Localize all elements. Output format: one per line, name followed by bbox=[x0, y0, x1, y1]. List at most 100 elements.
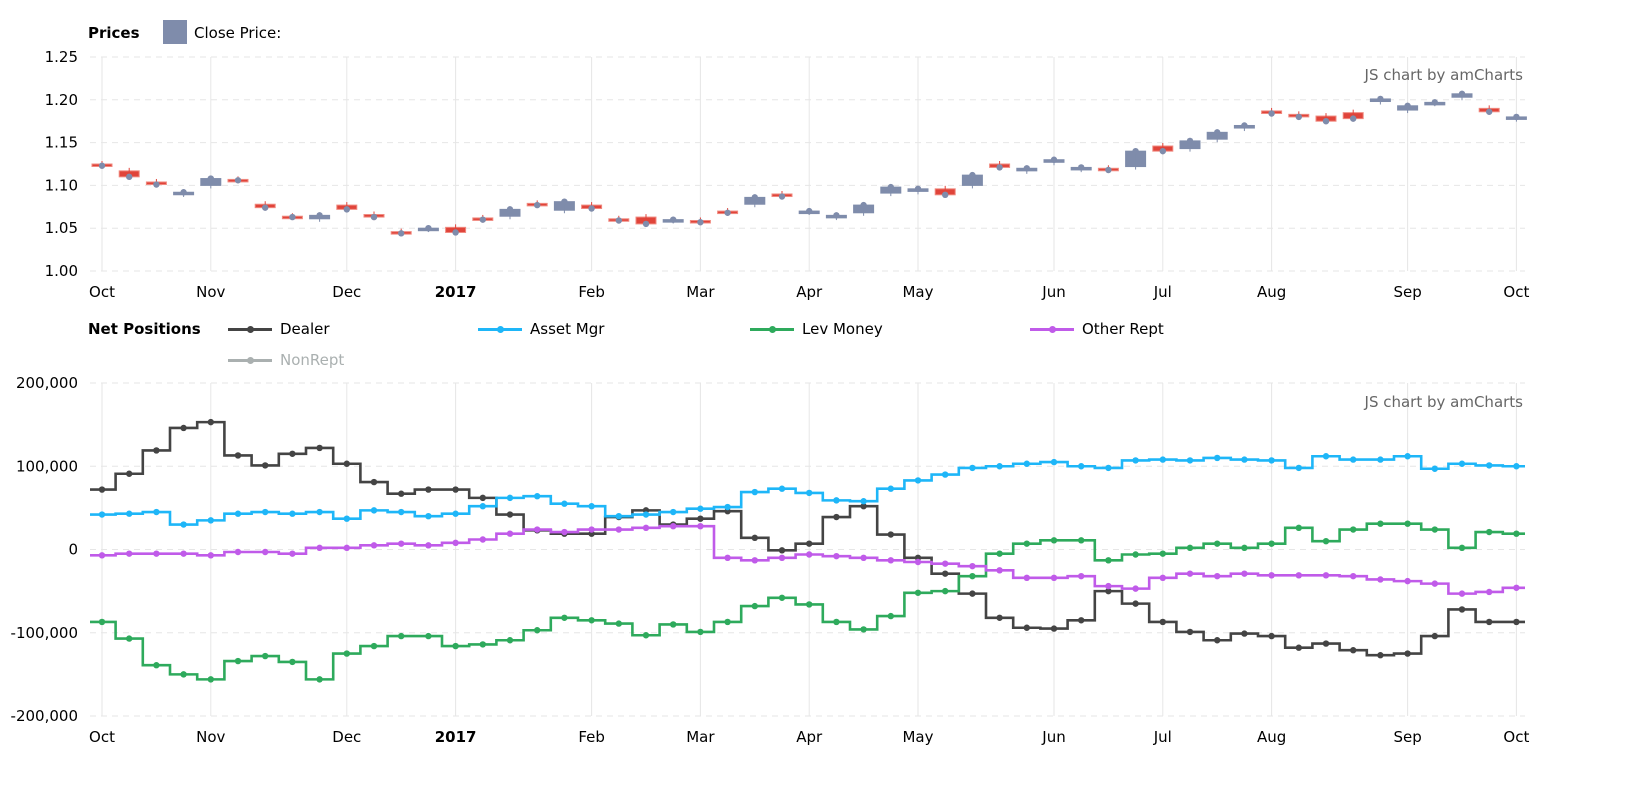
close-price-bullet[interactable] bbox=[1214, 129, 1221, 136]
series-point[interactable] bbox=[262, 652, 269, 660]
series-point[interactable] bbox=[778, 547, 786, 554]
series-point[interactable] bbox=[1513, 530, 1520, 537]
series-point[interactable] bbox=[126, 550, 133, 557]
close-price-legend-swatch[interactable] bbox=[163, 20, 187, 44]
series-point[interactable] bbox=[479, 503, 486, 510]
series-point[interactable] bbox=[887, 612, 894, 620]
series-point[interactable] bbox=[534, 526, 541, 533]
series-point[interactable] bbox=[506, 494, 514, 502]
series-point[interactable] bbox=[234, 452, 242, 459]
series-point[interactable] bbox=[1023, 540, 1030, 547]
series-point[interactable] bbox=[914, 589, 922, 596]
legend-label[interactable]: Dealer bbox=[280, 320, 330, 338]
close-price-legend-label[interactable]: Close Price: bbox=[194, 24, 282, 42]
series-point[interactable] bbox=[778, 594, 786, 601]
close-price-bullet[interactable] bbox=[180, 189, 187, 196]
close-price-bullet[interactable] bbox=[153, 181, 160, 188]
series-point[interactable] bbox=[153, 550, 160, 557]
series-point[interactable] bbox=[697, 522, 704, 530]
close-price-bullet[interactable] bbox=[1404, 102, 1411, 109]
series-point[interactable] bbox=[370, 478, 378, 486]
close-price-bullet[interactable] bbox=[506, 206, 514, 213]
series-point[interactable] bbox=[1458, 590, 1466, 597]
series-point[interactable] bbox=[642, 632, 650, 639]
series-point[interactable] bbox=[1377, 520, 1384, 527]
series-point[interactable] bbox=[969, 464, 976, 472]
series-point[interactable] bbox=[153, 447, 160, 454]
close-price-bullet[interactable] bbox=[561, 198, 568, 205]
series-point[interactable] bbox=[1214, 540, 1221, 547]
series-point[interactable] bbox=[1431, 632, 1439, 640]
series-point[interactable] bbox=[615, 620, 622, 627]
series-point[interactable] bbox=[425, 513, 432, 520]
series-point[interactable] bbox=[262, 548, 269, 556]
close-price-bullet[interactable] bbox=[398, 230, 405, 237]
series-point[interactable] bbox=[942, 471, 949, 478]
series-point[interactable] bbox=[1105, 587, 1112, 595]
series-point[interactable] bbox=[1404, 453, 1411, 460]
series-point[interactable] bbox=[1050, 537, 1058, 544]
series-point[interactable] bbox=[588, 617, 595, 624]
close-price-bullet[interactable] bbox=[1486, 108, 1493, 115]
close-price-bullet[interactable] bbox=[1050, 156, 1058, 163]
series-point[interactable] bbox=[1268, 540, 1275, 547]
amcharts-watermark-bottom[interactable]: JS chart by amCharts bbox=[1364, 393, 1523, 411]
series-point[interactable] bbox=[1486, 528, 1493, 536]
series-point[interactable] bbox=[1350, 456, 1357, 463]
legend-label[interactable]: Other Rept bbox=[1082, 320, 1164, 338]
close-price-bullet[interactable] bbox=[942, 191, 949, 199]
series-point[interactable] bbox=[207, 418, 214, 426]
series-point[interactable] bbox=[1295, 464, 1303, 472]
series-point[interactable] bbox=[1078, 463, 1085, 470]
series-point[interactable] bbox=[778, 554, 786, 562]
series-point[interactable] bbox=[1295, 572, 1303, 579]
close-price-bullet[interactable] bbox=[98, 162, 106, 169]
series-point[interactable] bbox=[316, 544, 323, 552]
series-point[interactable] bbox=[1458, 544, 1466, 552]
series-point[interactable] bbox=[98, 552, 106, 559]
series-point[interactable] bbox=[1105, 464, 1112, 472]
series-point[interactable] bbox=[1377, 456, 1384, 463]
close-price-bullet[interactable] bbox=[724, 209, 731, 216]
series-point[interactable] bbox=[1214, 572, 1221, 580]
series-line-dealer[interactable] bbox=[86, 420, 1530, 657]
series-point[interactable] bbox=[1050, 574, 1058, 582]
series-point[interactable] bbox=[1350, 647, 1357, 654]
series-point[interactable] bbox=[316, 508, 323, 516]
series-point[interactable] bbox=[1322, 453, 1330, 460]
series-point[interactable] bbox=[833, 497, 840, 504]
series-point[interactable] bbox=[425, 486, 432, 493]
series-point[interactable] bbox=[425, 632, 432, 640]
series-point[interactable] bbox=[615, 526, 622, 533]
series-point[interactable] bbox=[561, 614, 568, 621]
series-point[interactable] bbox=[153, 508, 160, 516]
series-point[interactable] bbox=[370, 642, 378, 650]
series-point[interactable] bbox=[561, 528, 568, 536]
series-point[interactable] bbox=[1241, 456, 1248, 463]
series-point[interactable] bbox=[289, 510, 296, 517]
series-point[interactable] bbox=[1078, 572, 1085, 580]
series-point[interactable] bbox=[1023, 460, 1030, 467]
series-point[interactable] bbox=[262, 462, 269, 469]
series-point[interactable] bbox=[1322, 537, 1330, 545]
close-price-bullet[interactable] bbox=[1241, 122, 1248, 129]
close-price-bullet[interactable] bbox=[343, 206, 350, 213]
series-point[interactable] bbox=[398, 508, 405, 516]
close-price-bullet[interactable] bbox=[914, 185, 922, 193]
series-point[interactable] bbox=[1159, 574, 1167, 582]
close-price-bullet[interactable] bbox=[860, 201, 867, 209]
series-point[interactable] bbox=[969, 562, 976, 570]
series-point[interactable] bbox=[751, 557, 758, 564]
series-point[interactable] bbox=[153, 662, 160, 669]
close-price-bullet[interactable] bbox=[207, 175, 214, 182]
series-point[interactable] bbox=[588, 526, 595, 533]
series-point[interactable] bbox=[262, 508, 269, 516]
series-line-other-rept[interactable] bbox=[86, 524, 1530, 595]
close-price-bullet[interactable] bbox=[887, 183, 894, 191]
series-point[interactable] bbox=[1050, 458, 1058, 466]
series-point[interactable] bbox=[996, 614, 1003, 621]
series-point[interactable] bbox=[833, 513, 840, 521]
close-price-bullet[interactable] bbox=[996, 164, 1003, 171]
series-point[interactable] bbox=[1295, 524, 1303, 532]
series-point[interactable] bbox=[343, 650, 350, 657]
